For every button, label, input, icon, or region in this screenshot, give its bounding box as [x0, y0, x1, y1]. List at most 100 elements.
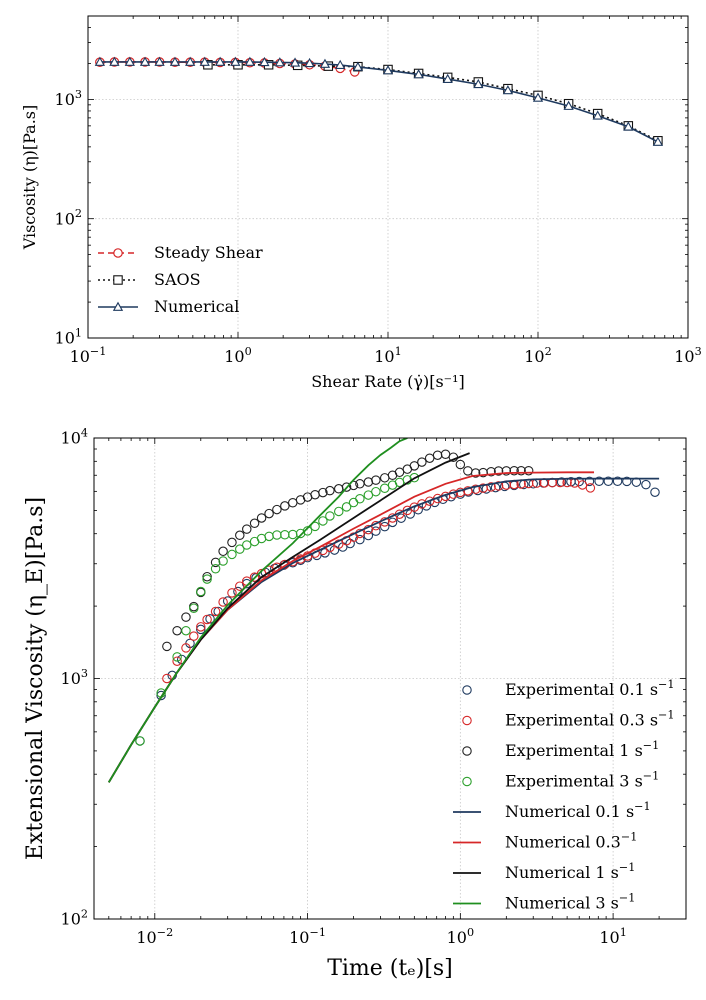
data-point — [432, 450, 443, 460]
data-point — [333, 506, 344, 517]
series-line-3 — [99, 61, 659, 143]
data-point — [417, 457, 427, 467]
data-point — [413, 69, 424, 79]
data-point — [218, 597, 228, 607]
data-point — [272, 530, 282, 540]
data-point — [304, 57, 315, 68]
numerical-line-8 — [108, 438, 408, 783]
data-point — [333, 484, 344, 494]
x-tick-label: 103 — [674, 345, 701, 366]
data-point — [652, 136, 664, 146]
data-point — [196, 622, 206, 632]
y-axis-label: Viscosity (η)[Pa.s] — [20, 105, 39, 251]
data-point — [227, 588, 237, 598]
data-point — [230, 56, 241, 66]
data-point — [162, 641, 172, 652]
data-point — [379, 473, 390, 483]
data-point — [235, 581, 245, 591]
data-point — [272, 504, 282, 515]
data-point — [501, 466, 512, 476]
data-point — [202, 614, 212, 625]
data-point — [320, 548, 330, 558]
data-point — [523, 465, 534, 476]
data-point — [264, 508, 274, 519]
data-point — [623, 121, 634, 131]
data-point — [280, 530, 290, 540]
data-point — [641, 479, 651, 490]
legend-marker — [462, 685, 472, 695]
data-point — [235, 544, 245, 554]
x-tick-label: 10−1 — [70, 345, 107, 366]
legend-label: Numerical 1 s−1 — [505, 861, 635, 882]
data-point — [295, 528, 306, 539]
data-point — [325, 511, 335, 521]
data-point — [280, 501, 290, 511]
data-point — [442, 73, 453, 83]
data-point — [352, 61, 364, 71]
data-point — [493, 481, 504, 491]
data-point — [218, 546, 228, 557]
legend: Steady Shear SAOS Numerical — [98, 243, 263, 316]
plot-frame — [93, 437, 687, 920]
legend-label: Experimental 3 s−1 — [505, 769, 659, 790]
data-point — [310, 489, 320, 500]
data-point — [379, 521, 390, 532]
data-point — [227, 549, 237, 560]
legend-label: SAOS — [154, 270, 201, 289]
data-point — [409, 472, 420, 483]
data-point — [235, 530, 245, 541]
data-point — [371, 486, 381, 497]
data-point — [470, 468, 481, 478]
x-tick-label: 102 — [524, 345, 551, 366]
data-point — [394, 467, 405, 478]
data-point — [196, 586, 206, 597]
data-point — [139, 56, 151, 66]
series-group — [108, 438, 660, 783]
data-point — [502, 85, 514, 95]
data-point — [650, 487, 660, 497]
data-point — [249, 518, 260, 529]
data-point — [218, 556, 228, 566]
data-point — [348, 497, 359, 508]
x-tick-label: 101 — [599, 926, 626, 947]
legend-marker — [462, 776, 472, 787]
shear-viscosity-plot: 10−1 100 101 102 103 101 102 103 Shear Rate (γ̇)… — [20, 15, 702, 391]
data-point — [189, 631, 199, 641]
x-tick-label: 100 — [447, 926, 474, 947]
y-axis-label: Extensional Viscosity (η_E)[Pa.s] — [23, 497, 48, 860]
x-tick-label: 10−1 — [289, 926, 326, 947]
data-point — [341, 482, 352, 492]
legend-label: Numerical 0.1 s−1 — [505, 800, 651, 821]
data-point — [242, 578, 252, 589]
data-point — [169, 56, 181, 66]
x-tick-label: 101 — [374, 345, 401, 366]
y-tick-label: 104 — [61, 426, 88, 447]
data-point — [371, 526, 381, 536]
data-point — [335, 59, 346, 69]
extensional-viscosity-plot: 10−2 10−1 100 101 102 103 104 Time (tₑ)[s] Exten… — [23, 426, 687, 981]
data-point — [242, 524, 252, 534]
data-point — [310, 521, 320, 532]
legend-label: Experimental 0.3 s−1 — [505, 708, 675, 729]
legend-label: Experimental 1 s−1 — [505, 739, 659, 760]
data-point — [202, 574, 212, 584]
data-point — [210, 606, 221, 617]
legend-marker — [113, 248, 123, 258]
data-point — [318, 516, 328, 526]
data-point — [603, 476, 614, 486]
data-point — [288, 497, 298, 508]
data-point — [612, 476, 623, 486]
data-point — [516, 465, 526, 476]
data-point — [592, 110, 603, 120]
data-point — [594, 476, 604, 486]
legend-label: Numerical 3 s−1 — [505, 891, 635, 912]
x-axis-label: Time (tₑ)[s] — [327, 956, 453, 981]
legend-marker — [113, 275, 123, 285]
data-point — [189, 603, 199, 613]
legend-marker — [462, 715, 472, 726]
data-point — [325, 485, 335, 496]
data-point — [181, 625, 191, 636]
data-point — [288, 529, 298, 540]
data-point — [162, 673, 172, 684]
data-point — [109, 56, 120, 66]
